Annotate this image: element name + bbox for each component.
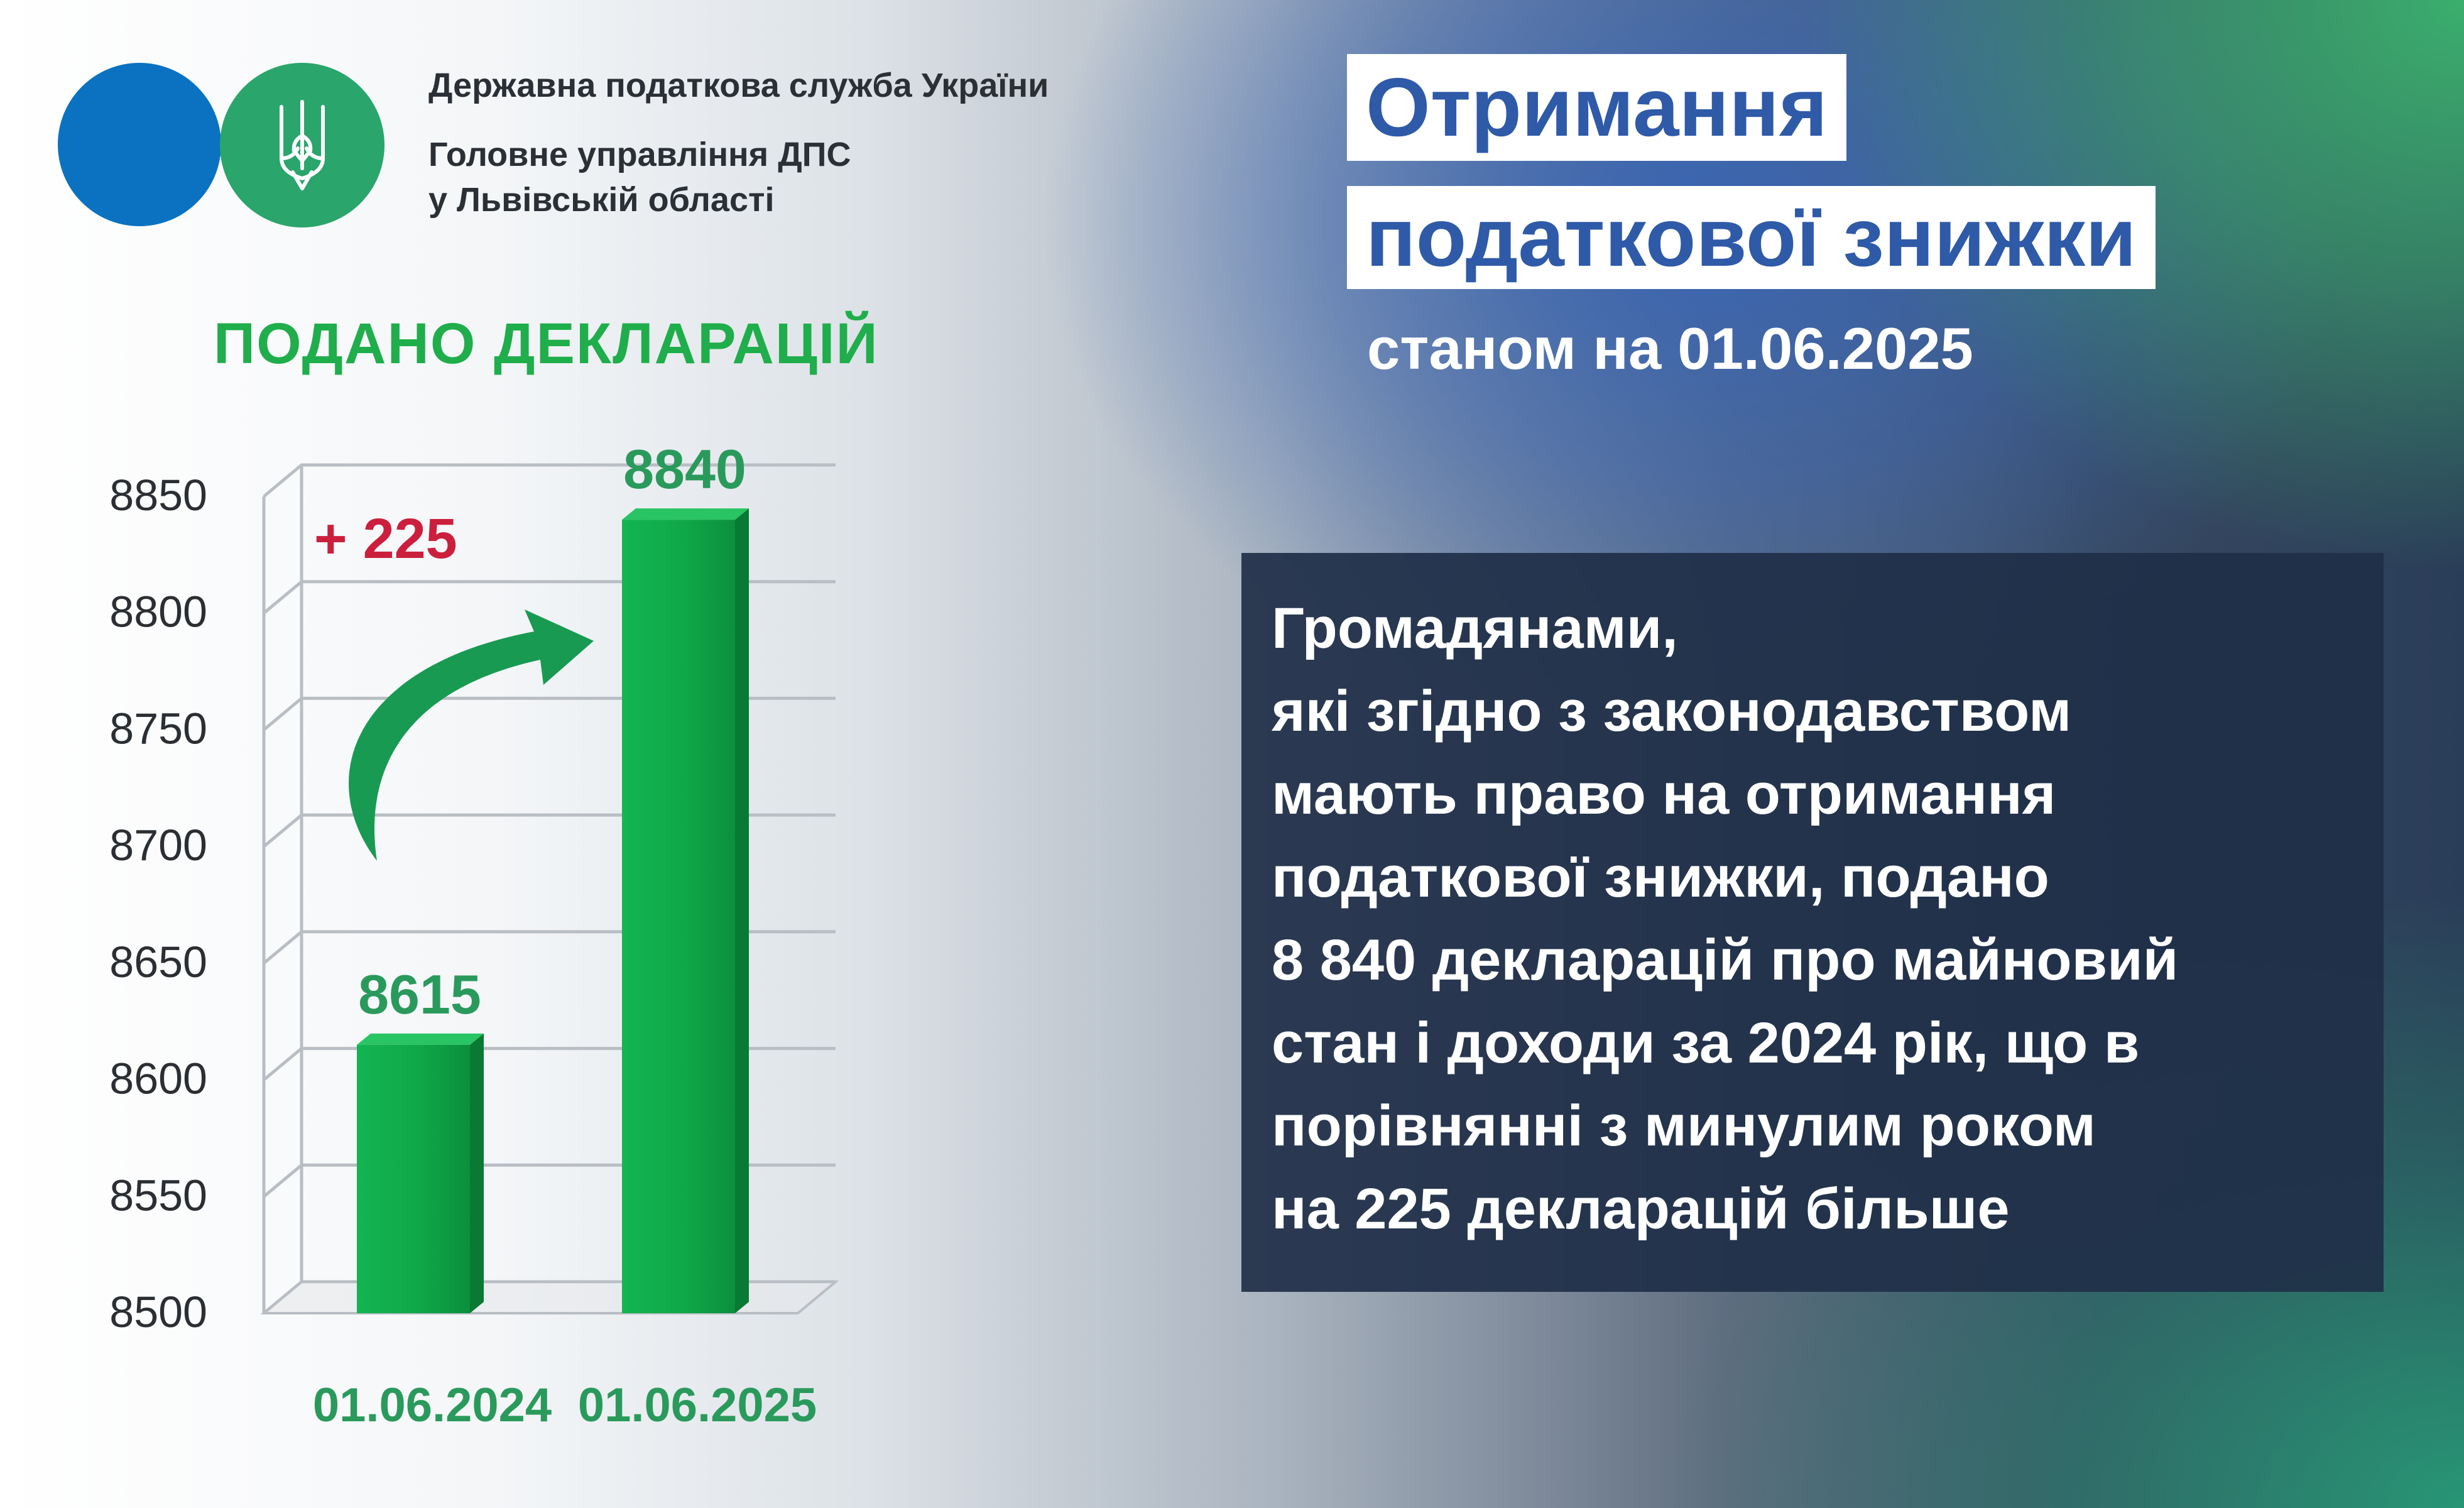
chart-labels: 8500 8550 8600 8650 8700 8750 8800 8850 8615 01.0… bbox=[109, 310, 879, 1432]
info-line: Громадянами, bbox=[1272, 596, 1678, 660]
org-region: у Львівській області bbox=[428, 181, 775, 219]
info-line: 8 840 декларацій про майновий bbox=[1272, 928, 2179, 992]
bar-top bbox=[357, 1033, 484, 1045]
info-line: на 225 декларацій більше bbox=[1272, 1177, 2010, 1241]
y-tick-label: 8600 bbox=[109, 1054, 207, 1103]
y-tick-label: 8800 bbox=[109, 587, 207, 637]
y-tick-label: 8500 bbox=[109, 1287, 207, 1336]
chart-title: ПОДАНО ДЕКЛАРАЦІЙ bbox=[214, 310, 879, 376]
y-tick-label: 8750 bbox=[109, 704, 207, 753]
bar-top bbox=[622, 508, 749, 520]
x-category-label: 01.06.2025 bbox=[578, 1379, 817, 1432]
increase-annotation: + 225 bbox=[314, 508, 457, 571]
info-panel: Громадянами, які згідно з законодавством… bbox=[1241, 553, 2384, 1292]
x-category-label: 01.06.2024 bbox=[313, 1379, 552, 1432]
gridline bbox=[263, 580, 836, 615]
trident-icon bbox=[280, 100, 325, 190]
info-line: які згідно з законодавством bbox=[1272, 679, 2072, 743]
page-title-line1: Отримання bbox=[1347, 54, 1846, 161]
bar bbox=[357, 1044, 470, 1313]
logo-blue-circle bbox=[58, 63, 221, 226]
chart-floor bbox=[260, 1281, 839, 1314]
logo-green-circle bbox=[220, 63, 384, 227]
gridline bbox=[263, 930, 836, 964]
gridline bbox=[263, 1163, 836, 1198]
chart-grid bbox=[260, 463, 839, 1314]
bar bbox=[622, 520, 735, 1314]
y-tick-label: 8850 bbox=[109, 471, 207, 520]
title-line2-text: податкової знижки bbox=[1366, 191, 2137, 283]
bar-value-label: 8840 bbox=[623, 438, 746, 500]
info-line: податкової знижки, подано bbox=[1272, 845, 2049, 909]
page-subtitle: станом на 01.06.2025 bbox=[1367, 315, 1973, 381]
chart-bars bbox=[357, 508, 749, 1314]
increase-arrow-icon bbox=[349, 609, 594, 861]
info-line: порівнянні з минулим роком bbox=[1272, 1094, 2096, 1158]
org-department: Головне управління ДПС bbox=[428, 136, 851, 173]
increase-arrow bbox=[349, 609, 594, 861]
bar-side bbox=[470, 1033, 484, 1313]
title-line1-text: Отримання bbox=[1366, 61, 1828, 153]
declarations-bar-chart: 8500 8550 8600 8650 8700 8750 8800 8850 8615 01.0… bbox=[109, 310, 879, 1432]
page-title-line2: податкової знижки bbox=[1347, 186, 2156, 289]
info-line: стан і доходи за 2024 рік, що в bbox=[1272, 1011, 2140, 1075]
gridline bbox=[263, 1047, 836, 1081]
gridline bbox=[263, 813, 836, 848]
y-tick-label: 8650 bbox=[109, 937, 207, 986]
gridline bbox=[263, 463, 836, 498]
y-tick-label: 8700 bbox=[109, 821, 207, 870]
info-line: мають право на отримання bbox=[1272, 762, 2056, 826]
org-name: Державна податкова служба України bbox=[428, 67, 1049, 104]
gridline bbox=[263, 696, 836, 731]
bar-value-label: 8615 bbox=[358, 963, 481, 1025]
bar-side bbox=[735, 508, 749, 1314]
y-tick-label: 8550 bbox=[109, 1171, 207, 1220]
